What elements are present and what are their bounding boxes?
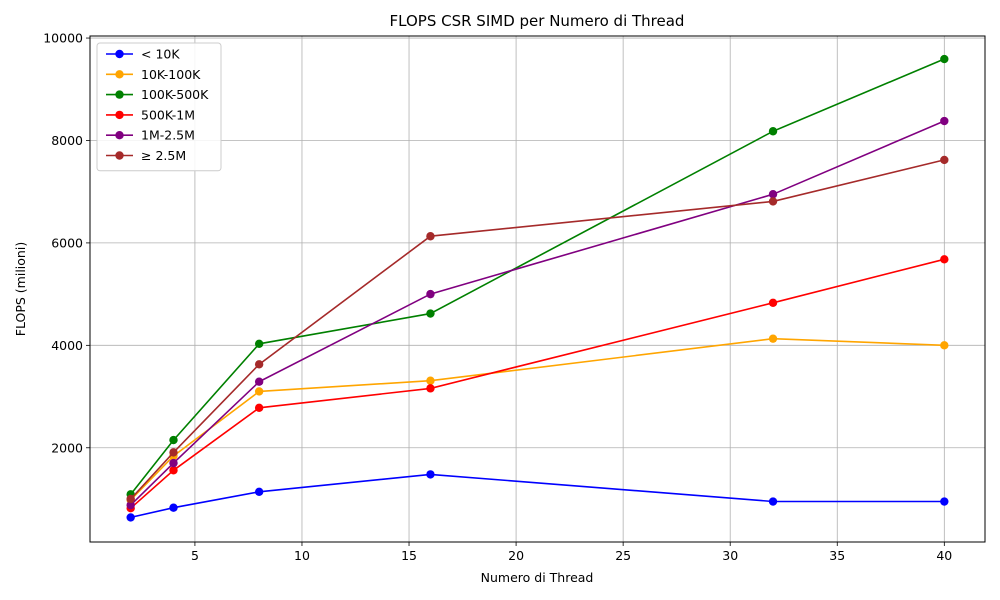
legend: < 10K 10K-100K 100K-500K 500K-1M 1M-2.5M ≥ 2.… (96, 42, 222, 172)
legend-marker (115, 131, 124, 140)
legend-marker (115, 90, 124, 99)
data-point (426, 470, 435, 479)
legend-label: 1M-2.5M (141, 128, 195, 143)
data-point (254, 339, 264, 348)
data-point (169, 448, 178, 457)
x-tick-label: 10 (294, 548, 310, 563)
legend-item: 10K-100K (106, 67, 201, 82)
legend-item: 100K-500K (106, 87, 209, 102)
data-point (254, 487, 264, 497)
y-tick-label: 4000 (51, 338, 83, 353)
y-tick-label: 10000 (43, 31, 83, 46)
y-tick-label: 6000 (51, 235, 83, 250)
series-4 (126, 116, 949, 510)
data-point (940, 116, 949, 126)
data-point (768, 497, 778, 506)
y-tick-label: 2000 (51, 440, 83, 455)
chart-title: FLOPS CSR SIMD per Numero di Thread (390, 12, 685, 30)
data-point (426, 384, 435, 393)
y-tick-label: 8000 (51, 133, 83, 148)
series-5 (126, 155, 949, 504)
legend-marker (115, 70, 124, 79)
data-point (768, 197, 778, 206)
series-line (130, 473, 945, 519)
data-point (126, 494, 135, 504)
data-point (169, 466, 178, 475)
x-tick-label: 40 (936, 548, 952, 563)
legend-item: 1M-2.5M (106, 128, 195, 143)
data-point (940, 255, 949, 264)
data-point (426, 309, 435, 318)
data-point (940, 155, 949, 165)
legend-marker (115, 110, 124, 120)
legend-item: ≥ 2.5M (106, 148, 186, 163)
legend-label: 10K-100K (141, 67, 201, 82)
plot-frame (89, 35, 986, 543)
x-tick-label: 15 (401, 548, 417, 563)
legend-label: ≥ 2.5M (141, 148, 186, 163)
data-point (768, 190, 778, 199)
legend-label: 100K-500K (141, 87, 209, 102)
legend-item: 500K-1M (106, 107, 195, 122)
x-tick-label: 25 (615, 548, 631, 563)
legend-marker (115, 49, 124, 59)
x-tick-label: 20 (508, 548, 524, 563)
data-point (169, 435, 178, 445)
data-point (254, 360, 264, 369)
x-tick-label: 35 (829, 548, 845, 563)
data-point (426, 289, 435, 299)
data-point (940, 497, 949, 506)
data-point (254, 387, 264, 396)
data-point (768, 298, 778, 308)
data-point (169, 503, 178, 512)
data-point (426, 232, 435, 241)
series-2 (126, 54, 949, 499)
x-axis-label: Numero di Thread (481, 570, 594, 585)
series-0 (126, 470, 949, 522)
series-line (130, 258, 945, 509)
legend-marker (115, 151, 124, 160)
data-point (254, 377, 264, 386)
data-point (940, 341, 949, 350)
legend-label: < 10K (141, 47, 180, 62)
series-line (130, 120, 945, 506)
data-point (768, 127, 778, 136)
series-line (130, 159, 945, 500)
data-point (169, 458, 178, 468)
y-axis-label: FLOPS (milioni) (13, 242, 28, 336)
data-point (126, 500, 135, 510)
data-point (768, 334, 778, 343)
series-line (130, 58, 945, 495)
series-line (130, 337, 945, 501)
x-tick-label: 5 (191, 548, 199, 563)
data-point (426, 376, 435, 385)
data-point (126, 513, 135, 522)
legend-label: 500K-1M (141, 107, 195, 122)
data-point (254, 403, 264, 413)
data-point (940, 54, 949, 64)
x-tick-label: 30 (722, 548, 738, 563)
legend-item: < 10K (106, 47, 180, 62)
